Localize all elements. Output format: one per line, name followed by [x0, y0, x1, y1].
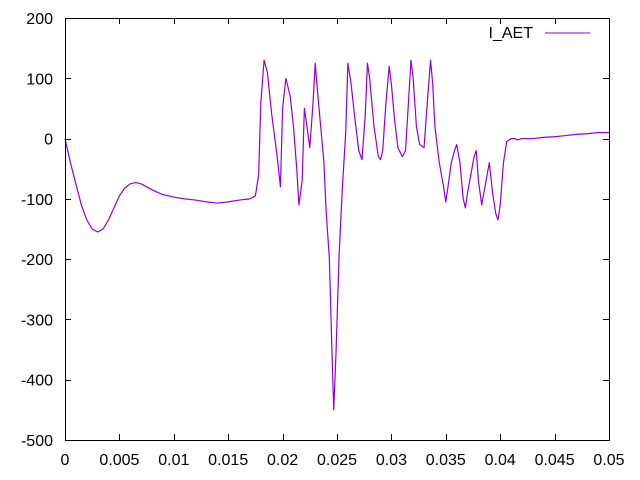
x-tick-label: 0.045 — [535, 452, 575, 469]
y-tick-label: 100 — [26, 71, 53, 88]
legend-label-i-aet: I_AET — [489, 25, 534, 42]
x-tick-label: 0.015 — [208, 452, 248, 469]
x-tick-label: 0.04 — [485, 452, 516, 469]
y-tick-label: -300 — [21, 312, 53, 329]
x-tick-label: 0.02 — [267, 452, 298, 469]
x-tick-label: 0.005 — [99, 452, 139, 469]
ticks-layer: 0 0.005 0.01 0.015 0.02 0.025 0.03 0.035 0.04 0.0… — [21, 11, 625, 469]
plot-frame — [65, 18, 610, 441]
series-line-0 — [64, 59, 609, 411]
y-tick-label: 0 — [44, 132, 53, 149]
x-tick-label: 0.03 — [376, 452, 407, 469]
x-tick-label: 0.025 — [317, 452, 357, 469]
x-tick-label: 0.01 — [158, 452, 189, 469]
series-layer — [64, 59, 609, 411]
y-tick-label: 200 — [26, 11, 53, 28]
y-tick-label: -200 — [21, 252, 53, 269]
y-tick-label: -100 — [21, 192, 53, 209]
legend: I_AET — [489, 25, 590, 42]
y-tick-label: -500 — [21, 433, 53, 450]
y-tick-label: -400 — [21, 373, 53, 390]
x-tick-label: 0 — [61, 452, 70, 469]
x-tick-label: 0.035 — [426, 452, 466, 469]
x-tick-label: 0.05 — [593, 452, 624, 469]
